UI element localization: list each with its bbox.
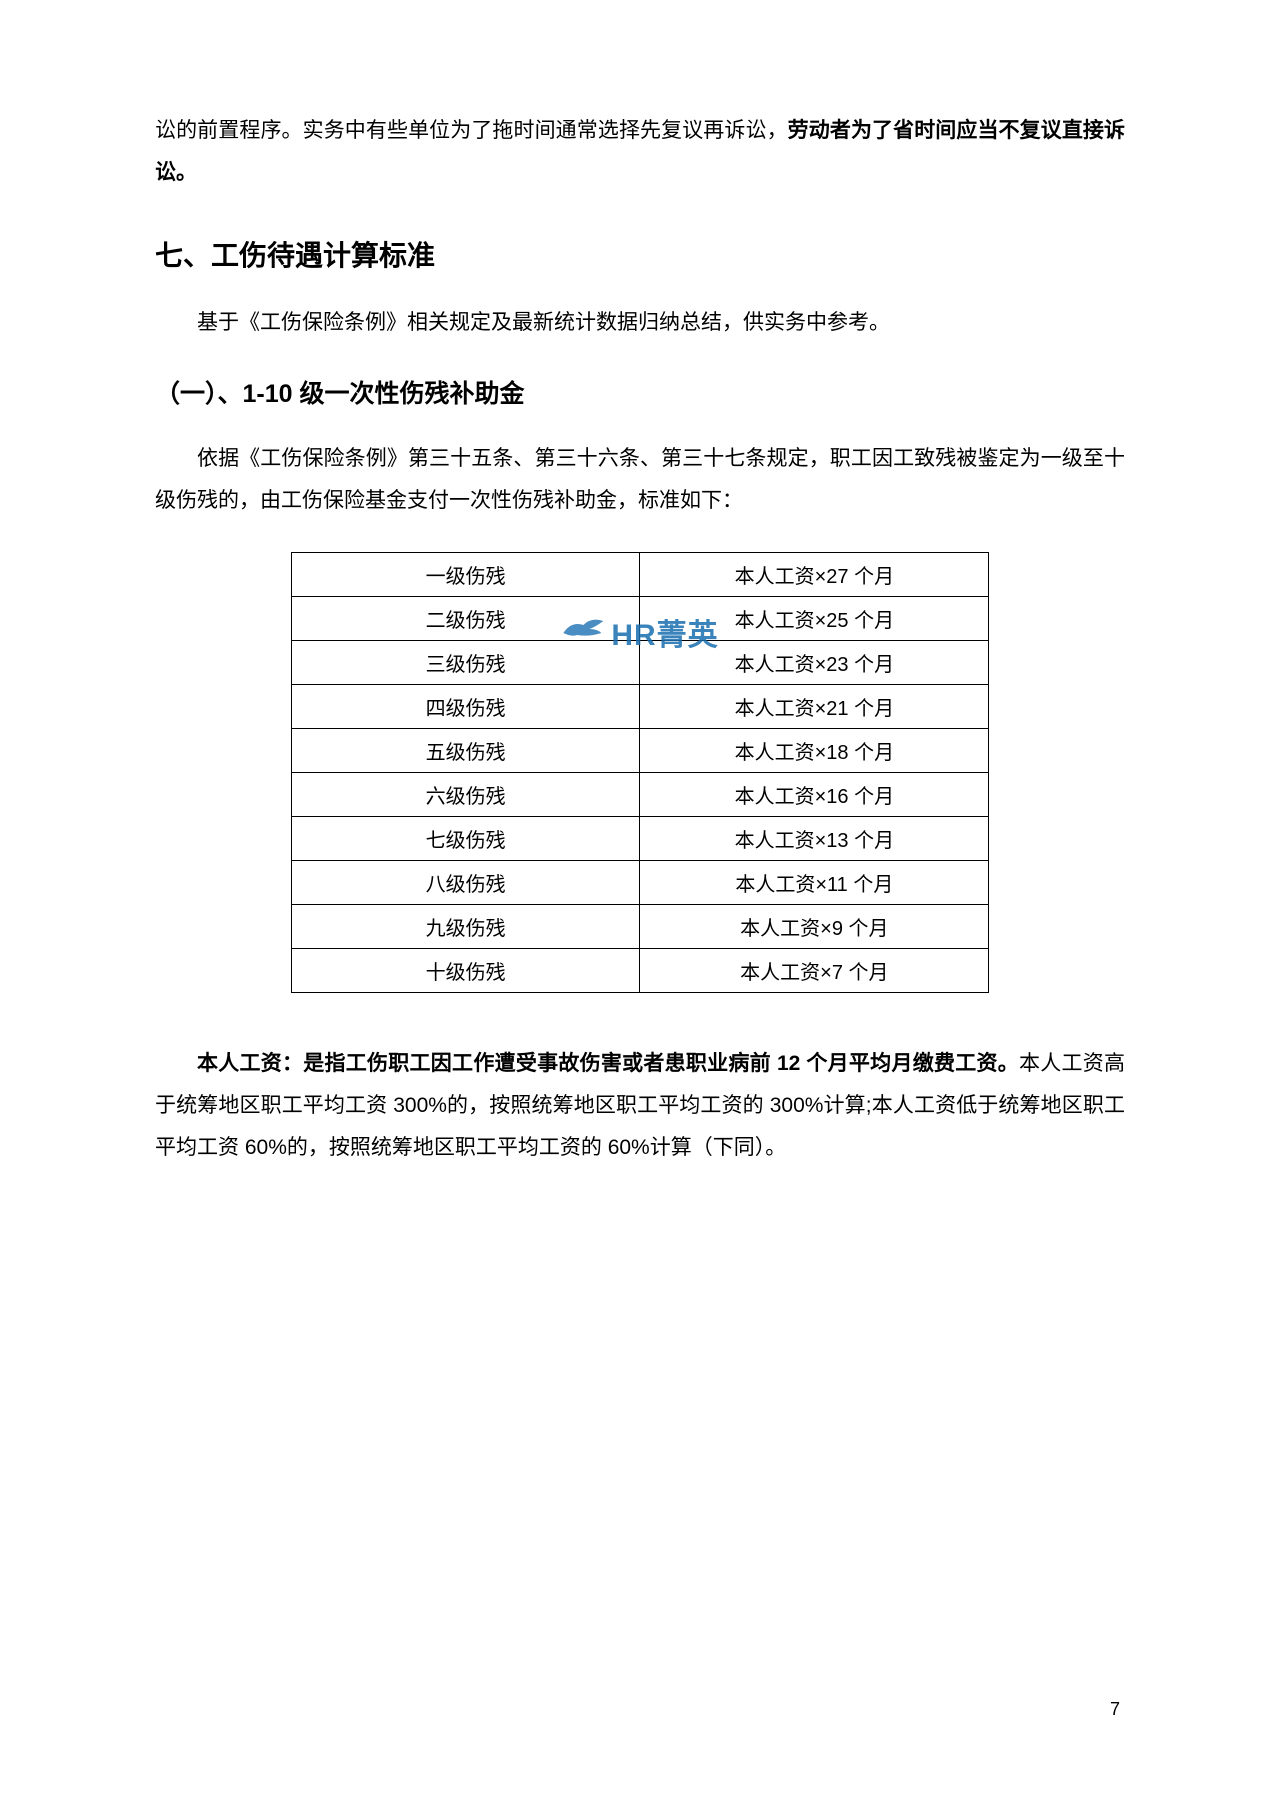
table-row: 四级伤残本人工资×21 个月	[291, 685, 988, 729]
table-row: 五级伤残本人工资×18 个月	[291, 729, 988, 773]
table-cell: 九级伤残	[291, 905, 640, 949]
table-cell: 本人工资×25 个月	[640, 597, 989, 641]
intro-paragraph: 基于《工伤保险条例》相关规定及最新统计数据归纳总结，供实务中参考。	[155, 302, 1125, 344]
table-cell: 二级伤残	[291, 597, 640, 641]
table-cell: 八级伤残	[291, 861, 640, 905]
compensation-table: 一级伤残本人工资×27 个月二级伤残本人工资×25 个月三级伤残本人工资×23 …	[291, 552, 989, 993]
table-cell: 四级伤残	[291, 685, 640, 729]
table-row: 十级伤残本人工资×7 个月	[291, 949, 988, 993]
table-cell: 十级伤残	[291, 949, 640, 993]
table-cell: 本人工资×21 个月	[640, 685, 989, 729]
heading-2: （一）、1-10 级一次性伤残补助金	[155, 374, 1125, 410]
table-cell: 本人工资×18 个月	[640, 729, 989, 773]
table-cell: 本人工资×13 个月	[640, 817, 989, 861]
table-cell: 本人工资×9 个月	[640, 905, 989, 949]
table-row: 一级伤残本人工资×27 个月	[291, 553, 988, 597]
continuation-paragraph: 讼的前置程序。实务中有些单位为了拖时间通常选择先复议再诉讼，劳动者为了省时间应当…	[155, 110, 1125, 194]
table-cell: 一级伤残	[291, 553, 640, 597]
table-cell: 三级伤残	[291, 641, 640, 685]
page-number: 7	[1110, 1699, 1120, 1720]
salary-definition-paragraph: 本人工资：是指工伤职工因工作遭受事故伤害或者患职业病前 12 个月平均月缴费工资…	[155, 1043, 1125, 1169]
table-row: 六级伤残本人工资×16 个月	[291, 773, 988, 817]
table-row: 九级伤残本人工资×9 个月	[291, 905, 988, 949]
table-cell: 六级伤残	[291, 773, 640, 817]
basis-paragraph: 依据《工伤保险条例》第三十五条、第三十六条、第三十七条规定，职工因工致残被鉴定为…	[155, 438, 1125, 522]
salary-def-bold: 本人工资：是指工伤职工因工作遭受事故伤害或者患职业病前 12 个月平均月缴费工资…	[197, 1052, 1019, 1075]
para-text: 讼的前置程序。实务中有些单位为了拖时间通常选择先复议再诉讼，	[155, 119, 788, 142]
table-cell: 七级伤残	[291, 817, 640, 861]
table-row: 二级伤残本人工资×25 个月	[291, 597, 988, 641]
table-row: 八级伤残本人工资×11 个月	[291, 861, 988, 905]
table-row: 三级伤残本人工资×23 个月	[291, 641, 988, 685]
table-cell: 本人工资×23 个月	[640, 641, 989, 685]
table-cell: 本人工资×11 个月	[640, 861, 989, 905]
table-cell: 本人工资×27 个月	[640, 553, 989, 597]
table-cell: 本人工资×7 个月	[640, 949, 989, 993]
table-cell: 五级伤残	[291, 729, 640, 773]
heading-1: 七、工伤待遇计算标准	[155, 234, 1125, 274]
table-row: 七级伤残本人工资×13 个月	[291, 817, 988, 861]
table-cell: 本人工资×16 个月	[640, 773, 989, 817]
